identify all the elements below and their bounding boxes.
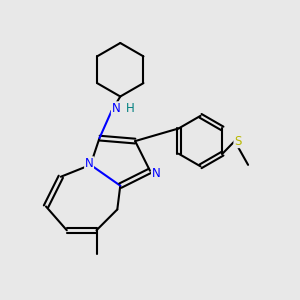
Text: H: H xyxy=(126,102,135,115)
Text: N: N xyxy=(111,102,120,115)
Text: N: N xyxy=(85,157,93,170)
Text: N: N xyxy=(152,167,160,180)
Text: S: S xyxy=(234,135,242,148)
